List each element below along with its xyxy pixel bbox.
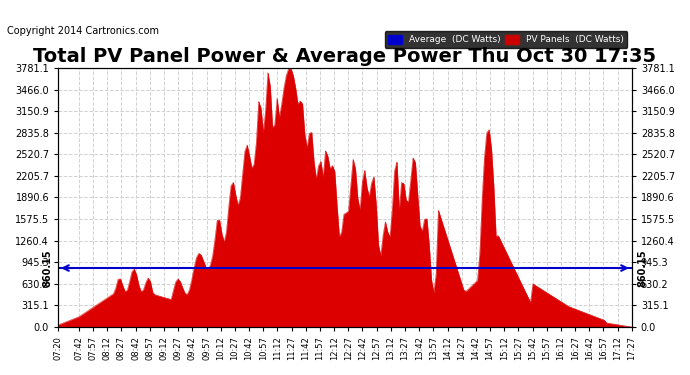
Title: Total PV Panel Power & Average Power Thu Oct 30 17:35: Total PV Panel Power & Average Power Thu… [33, 47, 657, 66]
Legend: Average  (DC Watts), PV Panels  (DC Watts): Average (DC Watts), PV Panels (DC Watts) [384, 31, 627, 48]
Text: 860.15: 860.15 [42, 249, 52, 287]
Text: 860.15: 860.15 [638, 249, 648, 287]
Text: Copyright 2014 Cartronics.com: Copyright 2014 Cartronics.com [7, 26, 159, 36]
